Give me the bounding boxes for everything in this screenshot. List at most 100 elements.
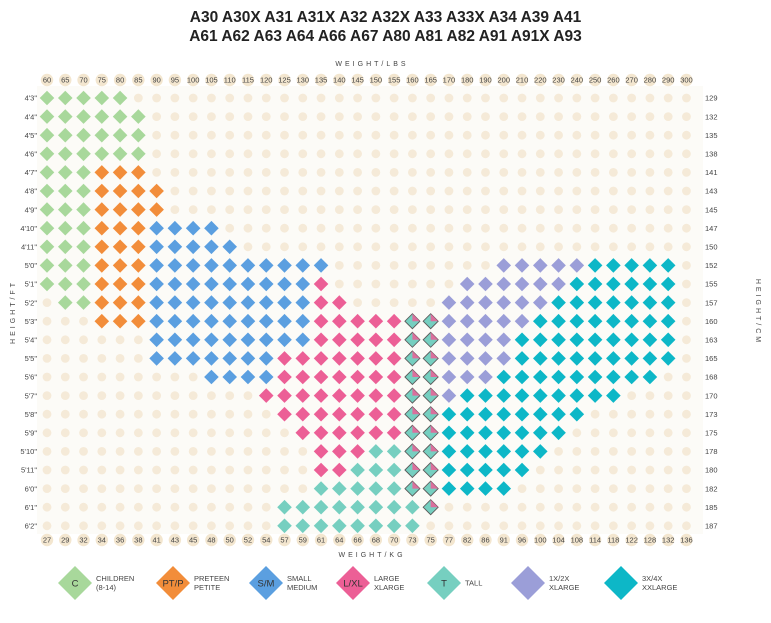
empty-cell-dot [207,149,216,159]
empty-cell-dot [444,93,454,103]
size-cell-x1 [514,276,530,292]
kg-tick-bg [40,533,54,547]
cm-tick-label: 165 [705,354,718,363]
empty-cell-dot [426,186,436,196]
legend-label-sub: XLARGE [549,583,579,592]
size-cell-overlap-part [430,462,439,470]
empty-cell-dot [261,428,271,438]
empty-cell-dot [608,93,618,103]
size-cell-t [295,518,311,534]
empty-cell-dot [97,335,107,345]
size-cell-t [332,481,347,496]
lbs-tick-bg [113,73,127,87]
size-cell-c [57,146,73,162]
empty-cell-dot [298,465,308,475]
size-cell-c [94,109,110,124]
empty-cell-dot [408,112,417,121]
empty-cell-dot [243,223,253,233]
size-cell-x3 [441,425,457,441]
size-cell-x1 [551,276,566,292]
size-cell-lxl [295,388,311,403]
size-cell-sm [185,258,201,273]
empty-cell-dot [590,149,600,159]
lbs-tick-label: 300 [680,76,693,85]
size-cell-sm [204,332,219,348]
size-cell-sm [167,295,183,310]
empty-cell-dot [353,186,362,196]
size-cell-t [350,518,365,534]
kg-tick-bg [643,533,657,547]
empty-cell-dot [334,261,344,270]
empty-cell-dot [572,205,582,215]
empty-cell-dot [170,465,180,475]
legend-swatch-code: PT/P [162,578,183,589]
empty-cell-dot [682,484,691,493]
size-cell-lxl [332,444,347,459]
empty-cell-dot [554,502,563,512]
ft-tick-label: 5'3" [25,317,38,326]
kg-tick-label: 91 [500,536,508,545]
kg-tick-label: 70 [390,536,398,545]
empty-cell-dot [316,149,326,159]
size-cell-sm [167,313,183,329]
empty-cell-dot [60,409,70,419]
empty-cell-dot [280,447,289,456]
size-cell-sm [295,258,311,273]
empty-cell-dot [225,186,235,196]
size-cell-x3 [441,462,457,478]
lbs-tick-label: 80 [116,76,124,85]
empty-cell-dot [225,391,235,400]
empty-cell-dot [444,242,454,252]
empty-cell-dot [554,465,563,475]
empty-cell-dot [663,447,673,456]
empty-cell-dot [152,465,162,475]
size-cell-lxl [313,388,329,403]
empty-cell-dot [280,186,289,196]
size-cell-pt [131,183,146,199]
size-cell-overlap-part [412,481,420,489]
x-axis-title-top: WEIGHT/LBS [335,61,408,68]
size-cell-x1 [532,258,548,273]
empty-cell-dot [462,130,472,140]
size-cell-sm [185,239,201,255]
size-cell-x3 [478,425,493,441]
size-cell-lxl [386,369,402,385]
ft-tick-label: 5'7" [25,391,38,400]
empty-cell-dot [408,130,417,140]
size-cell-overlap-part [430,499,439,508]
size-cell-lxl [313,351,329,366]
size-cell-x1 [478,351,493,366]
lbs-tick-label: 140 [333,76,346,85]
empty-cell-dot [298,242,308,252]
empty-cell-dot [371,261,381,270]
size-cell-pt [149,183,164,199]
empty-cell-dot [115,372,125,382]
size-cell-sm [204,313,219,329]
empty-cell-dot [353,242,362,252]
empty-cell-dot [627,409,637,419]
lbs-tick-label: 85 [134,76,142,85]
empty-cell-dot [408,261,417,270]
empty-cell-dot [389,149,399,159]
empty-cell-dot [462,112,472,121]
size-cell-sm [295,295,311,310]
size-cell-x1 [496,313,512,329]
size-cell-x3 [660,258,676,273]
size-cell-x3 [624,313,639,329]
empty-cell-dot [334,112,344,121]
empty-cell-dot [42,484,52,493]
empty-cell-dot [188,372,198,382]
empty-cell-dot [554,223,563,233]
ft-tick-label: 4'9" [25,205,38,214]
kg-tick-bg [296,533,309,547]
empty-cell-dot [261,465,271,475]
lbs-tick-label: 270 [625,76,638,85]
empty-cell-dot [261,409,271,419]
empty-cell-dot [243,447,253,456]
cm-tick-label: 132 [705,112,718,121]
size-cell-t [368,499,384,515]
empty-cell-dot [426,261,436,270]
size-cell-x3 [587,369,603,385]
empty-cell-dot [188,149,198,159]
size-cell-pt [149,202,164,217]
